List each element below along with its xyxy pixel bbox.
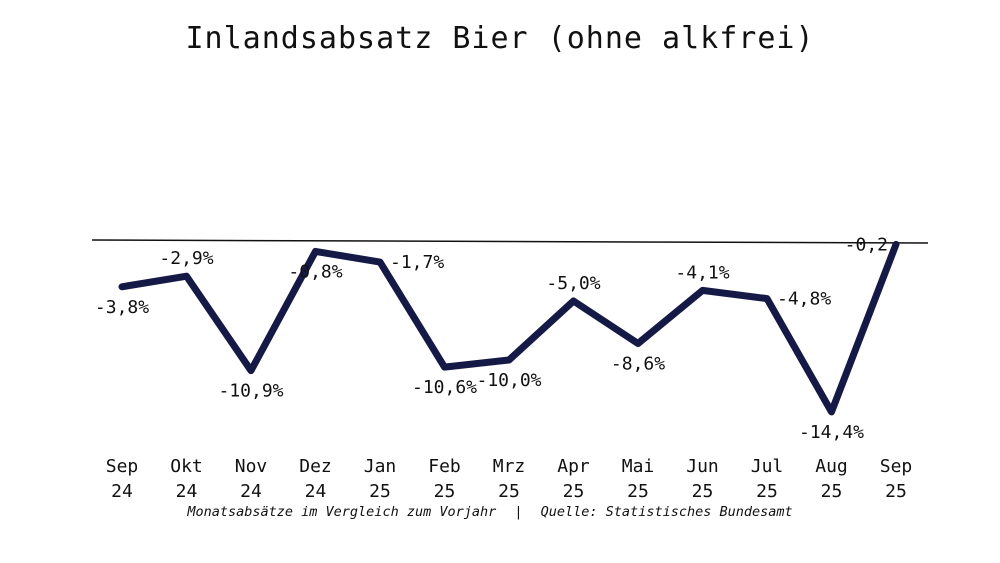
x-tick-month: Aug [815, 456, 848, 477]
data-label: -14,4% [799, 422, 864, 443]
data-label: -0,8% [288, 261, 342, 282]
x-tick-month: Feb [428, 456, 461, 477]
footer-description: Monatsabsätze im Vergleich zum Vorjahr [186, 504, 497, 520]
x-tick-month: Jun [686, 456, 719, 477]
x-tick-year: 25 [434, 481, 456, 502]
data-label: -1,7% [390, 252, 444, 273]
data-label: -10,9% [218, 381, 283, 402]
zero-line [91, 239, 929, 244]
x-tick-year: 25 [563, 481, 585, 502]
x-tick-month: Sep [106, 456, 139, 477]
x-tick-year: 25 [692, 481, 714, 502]
x-tick-year: 24 [176, 481, 198, 502]
data-label: -3,8% [95, 297, 149, 318]
data-label: -0,2 [845, 234, 888, 255]
x-tick-month: Okt [170, 456, 203, 477]
x-tick-year: 24 [111, 481, 133, 502]
data-label: -10,0% [476, 370, 541, 391]
x-tick-year: 25 [821, 481, 843, 502]
x-tick-year: 25 [885, 481, 907, 502]
x-axis-tick-labels: Sep 24 Okt 24 Nov 24 Dez 24 Jan 25 Feb 25 Mrz 25 Apr 25… [106, 456, 913, 502]
data-label: -10,6% [412, 377, 477, 398]
data-label: -8,6% [611, 354, 665, 375]
x-tick-month: Mai [622, 456, 655, 477]
data-label: -4,1% [675, 262, 729, 283]
x-tick-year: 25 [369, 481, 391, 502]
x-tick-year: 25 [498, 481, 520, 502]
x-tick-year: 25 [756, 481, 778, 502]
data-labels: -3,8% -2,9% -10,9% -0,8% -1,7% -10,6% -10,0% -5… [95, 234, 888, 443]
x-tick-year: 24 [240, 481, 262, 502]
x-tick-year: 24 [305, 481, 327, 502]
x-tick-month: Sep [880, 456, 913, 477]
x-tick-month: Jul [751, 456, 784, 477]
x-tick-year: 25 [627, 481, 649, 502]
footer-separator: | [514, 504, 522, 520]
x-tick-month: Nov [235, 456, 268, 477]
data-label: -2,9% [159, 248, 213, 269]
footer-source: Quelle: Statistisches Bundesamt [541, 504, 793, 520]
footer-caption: Monatsabsätze im Vergleich zum Vorjahr |… [186, 504, 792, 520]
series-line-inlandsabsatz [118, 240, 900, 416]
x-tick-month: Apr [557, 456, 590, 477]
data-label: -4,8% [777, 289, 831, 310]
x-tick-month: Dez [299, 456, 332, 477]
chart-title: Inlandsabsatz Bier (ohne alkfrei) [185, 21, 814, 56]
x-tick-month: Mrz [493, 456, 526, 477]
x-tick-month: Jan [364, 456, 397, 477]
data-label: -5,0% [546, 273, 600, 294]
